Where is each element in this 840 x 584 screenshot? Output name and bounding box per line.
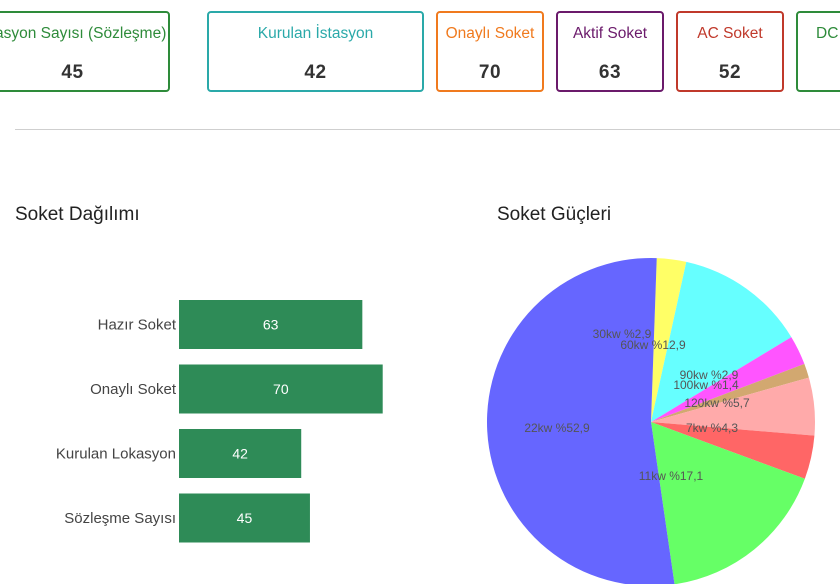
socket-distribution-bar-chart: Hazır Soket 63 Onaylı Soket 70 Kurulan Lokas… (56, 300, 383, 543)
category-label: Onaylı Soket (90, 381, 177, 398)
pie-slice[interactable] (651, 258, 687, 422)
category-label: Hazır Soket (98, 317, 177, 334)
bar-value-label: 42 (232, 446, 248, 462)
pie-slice-label: 30kw %2,9 (593, 327, 652, 341)
bar[interactable] (179, 429, 302, 478)
card-ac-sockets[interactable]: AC Soket 52 (676, 11, 784, 92)
pie-slice-label: 22kw %52,9 (524, 421, 590, 435)
card-active-sockets[interactable]: Aktif Soket 63 (556, 11, 664, 92)
pie-slice-label: 7kw %4,3 (686, 421, 738, 435)
pie-slice[interactable] (651, 363, 809, 422)
pie-slice[interactable] (651, 422, 805, 584)
card-value: 42 (304, 62, 327, 83)
card-value: 45 (61, 62, 84, 83)
bar[interactable] (179, 300, 363, 349)
pie-slice[interactable] (651, 422, 815, 479)
category-label: Sözleşme Sayısı (64, 510, 176, 527)
card-station-count[interactable]: İstasyon Sayısı (Sözleşme) 45 (0, 11, 170, 92)
card-label: Onaylı Soket (445, 25, 535, 42)
pie-slice[interactable] (487, 258, 675, 584)
pie-slice-label: 90kw %2,9 (680, 368, 739, 382)
card-label: Aktif Soket (572, 25, 648, 42)
card-dc-sockets[interactable]: DC (796, 11, 840, 92)
section-divider (15, 129, 840, 130)
bar-chart-title: Soket Dağılımı (15, 204, 140, 225)
pie-chart-title: Soket Güçleri (497, 204, 612, 225)
card-value: 63 (598, 62, 622, 83)
summary-cards: İstasyon Sayısı (Sözleşme) 45 Kurulan İs… (0, 0, 840, 110)
bar-value-label: 70 (273, 381, 289, 397)
bar-value-label: 45 (237, 510, 253, 526)
pie-slice-label: 120kw %5,7 (684, 396, 750, 410)
card-label: AC Soket (697, 25, 763, 42)
pie-slice-label: 60kw %12,9 (620, 338, 686, 352)
card-value: 52 (718, 62, 742, 83)
card-approved-sockets[interactable]: Onaylı Soket 70 (436, 11, 544, 92)
card-label: Kurulan İstasyon (257, 25, 374, 42)
category-label: Kurulan Lokasyon (56, 446, 176, 463)
bar-value-label: 63 (263, 317, 279, 333)
card-label: İstasyon Sayısı (Sözleşme) (0, 25, 167, 42)
pie-slice[interactable] (651, 261, 792, 422)
card-value: 70 (478, 62, 502, 83)
pie-slice[interactable] (651, 337, 805, 422)
bar[interactable] (179, 364, 383, 414)
pie-slice-label: 11kw %17,1 (639, 469, 704, 483)
card-label: DC (816, 25, 839, 42)
pie-slice-label: 100kw %1,4 (673, 378, 739, 392)
card-installed-stations[interactable]: Kurulan İstasyon 42 (207, 11, 424, 92)
pie-slice[interactable] (651, 377, 815, 436)
bar[interactable] (179, 493, 310, 543)
